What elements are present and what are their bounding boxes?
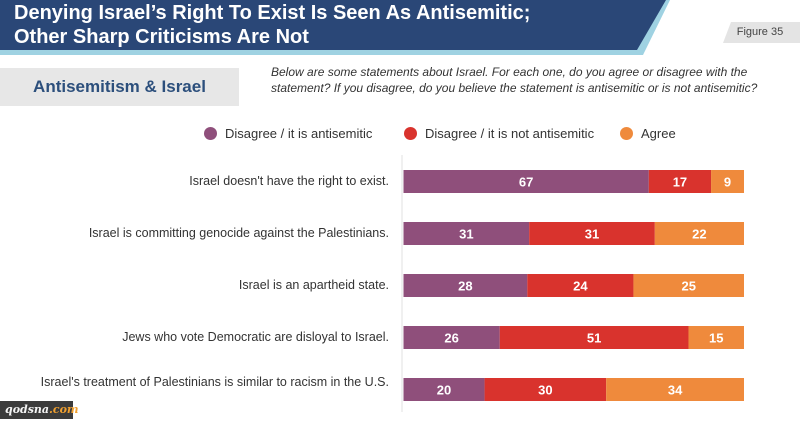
data-label: 30 bbox=[538, 383, 552, 398]
legend-label: Agree bbox=[641, 125, 676, 141]
category-label: Israel is committing genocide against th… bbox=[88, 226, 389, 240]
page-title: Denying Israel’s Right To Exist Is Seen … bbox=[14, 1, 654, 49]
bar-segment-antisemitic bbox=[403, 222, 530, 245]
header-navy-band bbox=[0, 0, 666, 50]
data-label: 34 bbox=[668, 383, 683, 398]
data-label: 31 bbox=[459, 227, 473, 242]
bar-segment-antisemitic bbox=[403, 378, 485, 401]
legend-dot-icon bbox=[204, 126, 217, 140]
data-label: 25 bbox=[681, 279, 695, 294]
legend-dot-icon bbox=[620, 126, 633, 140]
bar-segment-agree bbox=[711, 170, 744, 193]
data-label: 67 bbox=[519, 175, 533, 190]
header-banner bbox=[0, 0, 800, 55]
section-box: Antisemitism & Israel bbox=[0, 68, 239, 106]
bar-segment-antisemitic bbox=[403, 170, 649, 193]
legend-label: Disagree / it is not antisemitic bbox=[425, 125, 595, 141]
category-label: Jews who vote Democratic are disloyal to… bbox=[122, 330, 389, 344]
data-label: 24 bbox=[573, 279, 588, 294]
figure-label: Figure 35 bbox=[736, 26, 784, 38]
bar-segment-not-antisemitic bbox=[484, 378, 607, 401]
bar-segment-agree bbox=[688, 326, 744, 349]
bar-segment-antisemitic bbox=[403, 326, 500, 349]
data-label: 26 bbox=[444, 331, 458, 346]
category-label: Israel doesn't have the right to exist. bbox=[189, 174, 389, 188]
bar-segment-not-antisemitic bbox=[527, 274, 634, 297]
data-label: 20 bbox=[437, 383, 451, 398]
data-label: 15 bbox=[709, 331, 723, 346]
bar-segment-agree bbox=[654, 222, 744, 245]
bar-segment-agree bbox=[633, 274, 744, 297]
legend-item-not-antisemitic: Disagree / it is not antisemitic bbox=[404, 125, 594, 141]
bar-segment-antisemitic bbox=[403, 274, 528, 297]
legend-label: Disagree / it is antisemitic bbox=[225, 125, 373, 141]
survey-question: Below are some statements about Israel. … bbox=[271, 65, 758, 95]
data-label: 17 bbox=[673, 175, 687, 190]
bar-segment-agree bbox=[606, 378, 744, 401]
legend-item-antisemitic: Disagree / it is antisemitic bbox=[204, 125, 372, 141]
section-title: Antisemitism & Israel bbox=[33, 77, 206, 96]
watermark-text: qodsna bbox=[5, 403, 50, 416]
bar-segment-not-antisemitic bbox=[499, 326, 689, 349]
title-line-2: Other Sharp Criticisms Are Not bbox=[14, 26, 309, 48]
bar-segment-not-antisemitic bbox=[529, 222, 655, 245]
bars-group: 67 17 9 31 31 22 28 24 25 26 51 15 20 30 34 bbox=[403, 170, 744, 401]
category-label: Israel is an apartheid state. bbox=[238, 278, 389, 292]
data-label: 22 bbox=[692, 227, 706, 242]
bar-segment-not-antisemitic bbox=[648, 170, 712, 193]
data-label: 28 bbox=[458, 279, 472, 294]
category-label: Israel's treatment of Palestinians is si… bbox=[40, 375, 389, 389]
legend-item-agree: Agree bbox=[620, 125, 676, 141]
watermark-logo: qodsna.com bbox=[0, 401, 79, 419]
data-label: 31 bbox=[585, 227, 599, 242]
title-line-1: Denying Israel’s Right To Exist Is Seen … bbox=[14, 2, 531, 24]
figure-tag-bg bbox=[723, 22, 800, 43]
legend-dot-icon bbox=[404, 126, 417, 140]
watermark-domain: .com bbox=[49, 403, 79, 416]
data-label: 51 bbox=[587, 331, 601, 346]
data-label: 9 bbox=[724, 175, 731, 190]
